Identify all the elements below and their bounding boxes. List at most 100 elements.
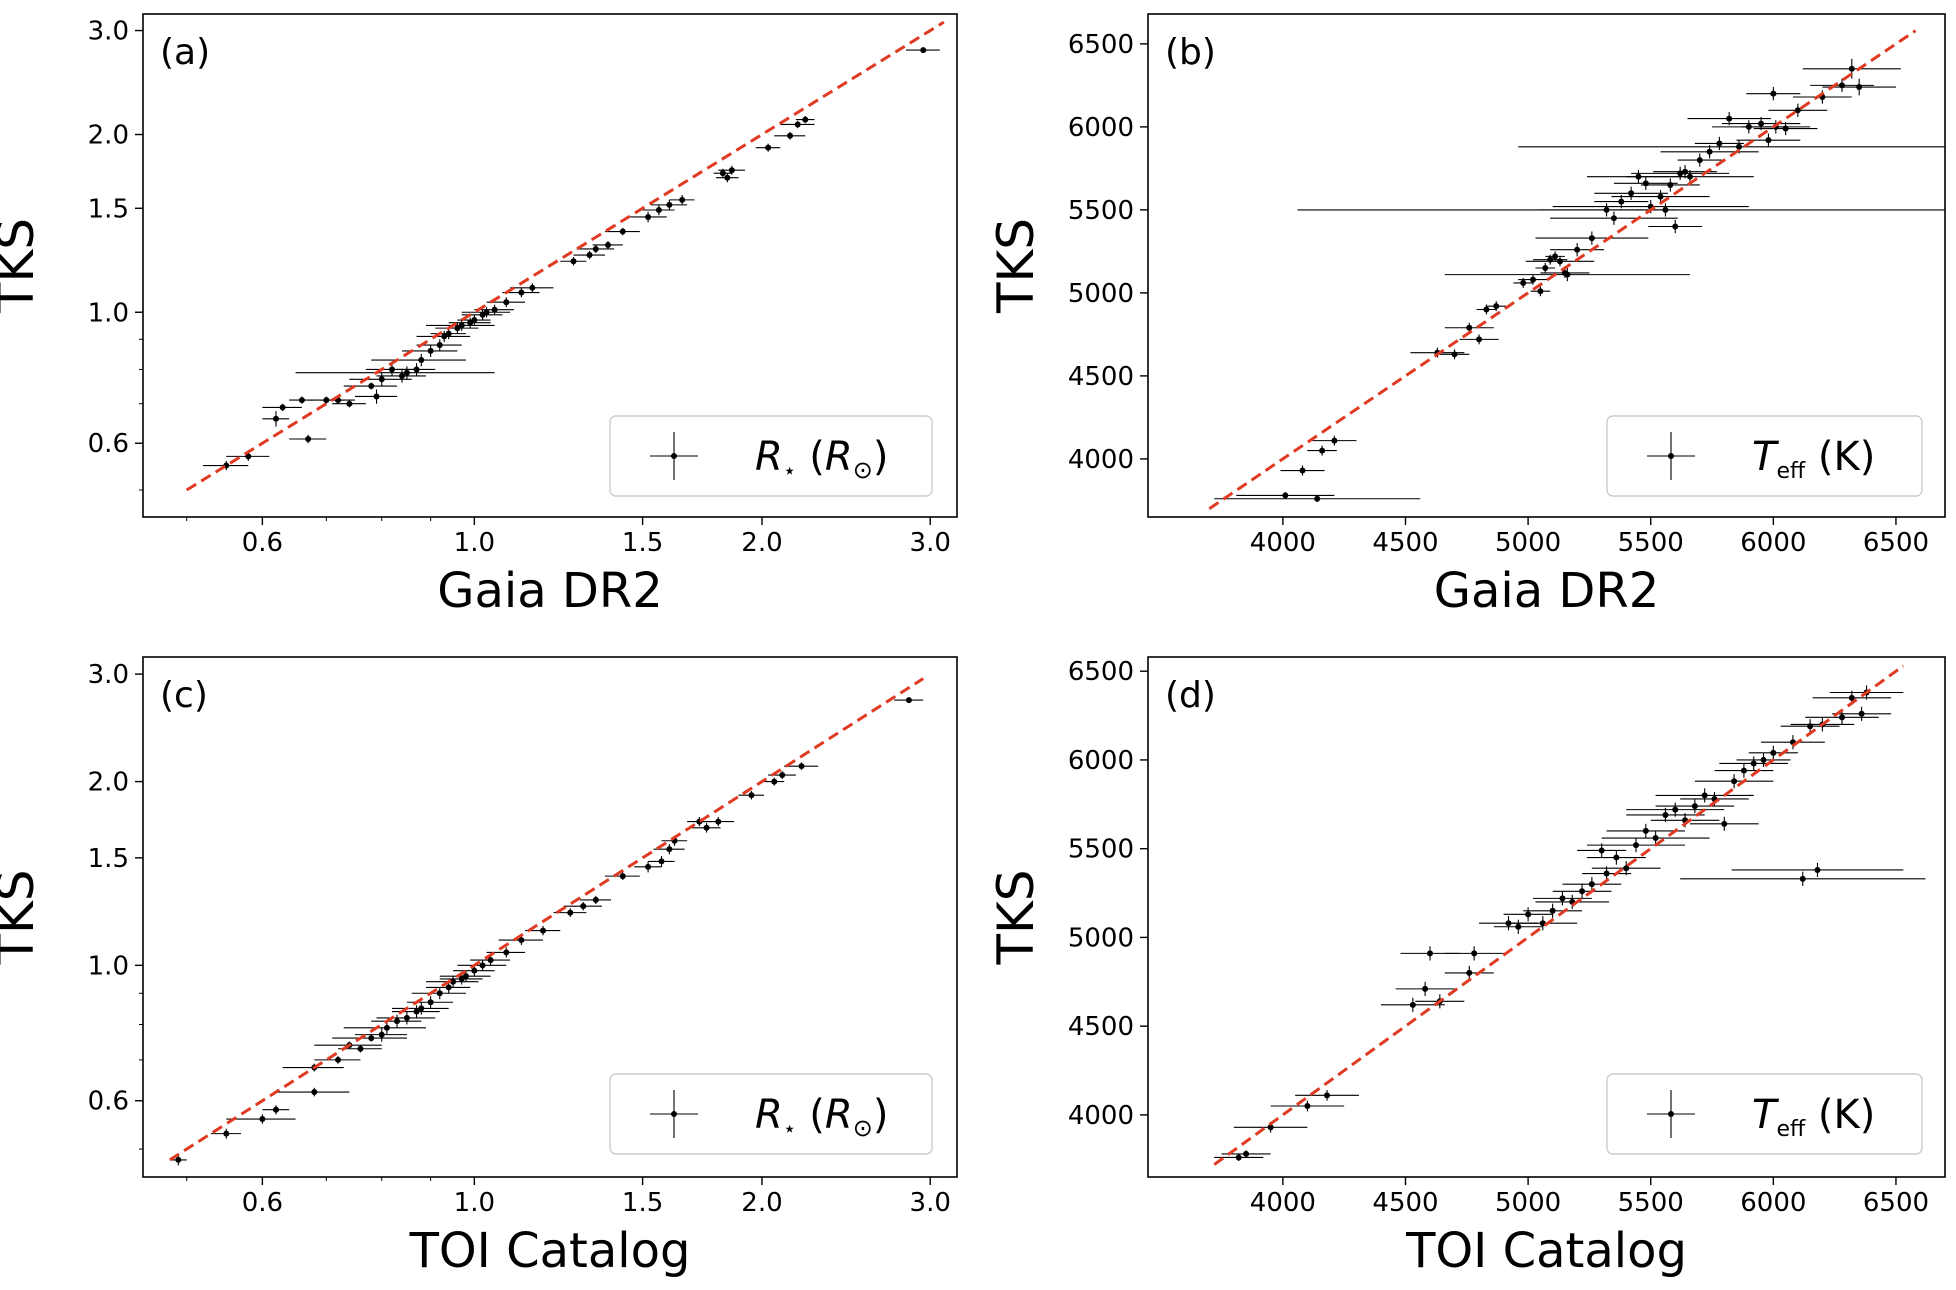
data-point: [1542, 264, 1549, 271]
data-point: [462, 973, 469, 980]
data-point: [272, 1106, 279, 1113]
data-point: [1839, 714, 1846, 721]
data-point: [427, 999, 434, 1006]
y-tick-label: 0.6: [88, 429, 129, 459]
data-point: [1623, 865, 1630, 872]
data-point: [311, 1089, 318, 1096]
data-point: [279, 404, 286, 411]
data-point: [1770, 90, 1777, 97]
data-point: [592, 896, 599, 903]
plot-frame: [1147, 656, 1946, 1178]
y-tick-label: 4500: [1068, 362, 1134, 392]
one-to-one-line: [1208, 29, 1917, 510]
legend-marker-point: [1668, 1111, 1674, 1117]
data-point: [403, 1014, 410, 1021]
data-point: [175, 1156, 182, 1163]
panel-letter: (b): [1165, 32, 1216, 73]
data-point: [1770, 749, 1777, 756]
data-point: [403, 369, 410, 376]
data-point: [1331, 437, 1338, 444]
data-point: [1493, 303, 1500, 310]
data-point: [1726, 115, 1733, 122]
data-point: [1696, 157, 1703, 164]
data-point: [518, 289, 525, 296]
data-point: [1588, 881, 1595, 888]
data-point: [1657, 193, 1664, 200]
data-point: [305, 435, 312, 442]
y-axis-label: TKS: [987, 869, 1045, 965]
y-tick-label: 6500: [1068, 657, 1134, 687]
legend-marker-point: [671, 453, 677, 459]
data-point: [259, 1116, 266, 1123]
y-tick-label: 5500: [1068, 196, 1134, 226]
x-tick-label: 4000: [1250, 1188, 1316, 1218]
data-point: [1267, 1124, 1274, 1131]
x-tick-label: 6500: [1863, 528, 1929, 558]
data-point: [619, 228, 626, 235]
data-point: [298, 397, 305, 404]
x-tick-label: 4000: [1250, 528, 1316, 558]
data-point: [1721, 820, 1728, 827]
data-point: [1476, 336, 1483, 343]
data-point: [1652, 835, 1659, 842]
data-point: [1701, 792, 1708, 799]
y-tick-label: 0.6: [88, 1087, 129, 1117]
data-point: [1598, 847, 1605, 854]
x-tick-label: 1.5: [622, 528, 663, 558]
data-point: [503, 949, 510, 956]
data-point: [645, 863, 652, 870]
data-point: [592, 245, 599, 252]
data-point: [471, 967, 478, 974]
y-tick-label: 5000: [1068, 923, 1134, 953]
y-axis-label: TKS: [0, 218, 45, 314]
y-tick-label: 5000: [1068, 279, 1134, 309]
x-tick-label: 4500: [1372, 1188, 1438, 1218]
data-point: [771, 778, 778, 785]
data-point: [487, 957, 494, 964]
data-point: [1515, 923, 1522, 930]
data-point: [1603, 870, 1610, 877]
y-tick-label: 6000: [1068, 746, 1134, 776]
x-tick-label: 0.6: [242, 1188, 283, 1218]
data-point: [540, 927, 547, 934]
data-point: [586, 252, 593, 259]
data-point: [373, 393, 380, 400]
data-point: [1613, 854, 1620, 861]
data-point: [1633, 842, 1640, 849]
panel-letter: (a): [160, 32, 210, 73]
data-point: [794, 121, 801, 128]
data-point: [1451, 351, 1458, 358]
data-point: [398, 372, 405, 379]
data-point: [436, 990, 443, 997]
y-tick-label: 1.0: [88, 298, 129, 328]
data-point: [445, 984, 452, 991]
data-point: [666, 201, 673, 208]
panel-letter: (d): [1165, 675, 1216, 716]
data-point: [1758, 120, 1765, 127]
data-point: [1483, 306, 1490, 313]
data-point: [645, 213, 652, 220]
data-point: [604, 241, 611, 248]
data-point: [1716, 140, 1723, 147]
data-point: [658, 858, 665, 865]
data-point: [1686, 173, 1693, 180]
data-point: [378, 1031, 385, 1038]
x-tick-label: 0.6: [242, 528, 283, 558]
data-point: [1682, 168, 1689, 175]
data-layer: [168, 677, 925, 1166]
data-point: [491, 306, 498, 313]
data-point: [779, 772, 786, 779]
data-point: [1672, 806, 1679, 813]
data-point: [458, 975, 465, 982]
data-point: [1466, 324, 1473, 331]
x-axis-label: Gaia DR2: [1434, 563, 1659, 619]
data-point: [1471, 950, 1478, 957]
data-point: [567, 909, 574, 916]
data-point: [335, 1056, 342, 1063]
data-point: [223, 1130, 230, 1137]
data-point: [748, 792, 755, 799]
panel-d: 4000 4500 5000 5500 6000 6500 4000 4500 5000 5500…: [987, 656, 1946, 1279]
x-tick-label: 3.0: [910, 1188, 951, 1218]
data-point: [1799, 875, 1806, 882]
data-point: [802, 116, 809, 123]
